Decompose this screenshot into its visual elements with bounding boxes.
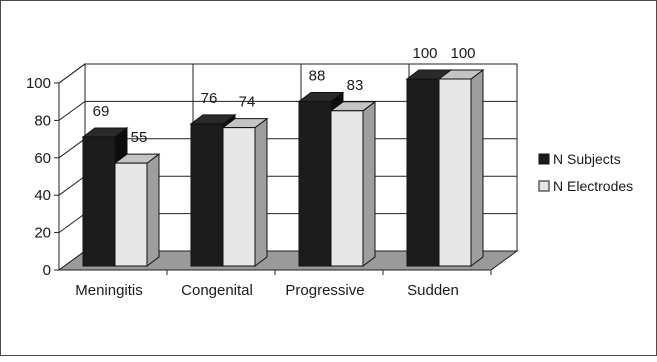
y-tick-label: 40 — [34, 187, 51, 204]
x-tick-label: Sudden — [407, 282, 459, 299]
gridline — [58, 63, 517, 84]
bar — [114, 162, 148, 267]
bar — [222, 127, 256, 267]
data-labels: 69 55 76 74 88 83 100 100 — [93, 45, 476, 146]
x-tick-label: Meningitis — [75, 282, 143, 299]
data-label: 88 — [309, 67, 326, 84]
bar-side — [146, 153, 160, 267]
bar-side — [362, 100, 376, 267]
bar — [406, 78, 440, 267]
legend-swatch — [538, 153, 550, 165]
y-tick-label: 60 — [34, 150, 51, 167]
legend: N Subjects N Electrodes — [538, 151, 633, 194]
y-tick-label: 0 — [43, 262, 51, 279]
data-label: 55 — [131, 129, 148, 146]
x-tick-label: Congenital — [181, 282, 253, 299]
y-tick-label: 100 — [26, 75, 51, 92]
data-label: 74 — [239, 94, 256, 111]
bar — [82, 136, 116, 267]
data-label: 76 — [201, 90, 218, 107]
bar — [298, 100, 332, 267]
side-wall — [58, 63, 86, 271]
y-tick-label: 80 — [34, 112, 51, 129]
data-label: 69 — [93, 103, 110, 120]
bar-side — [254, 117, 268, 267]
y-axis: 0 20 40 60 80 100 — [26, 75, 60, 279]
chart-floor — [57, 250, 519, 271]
x-axis: Meningitis Congenital Progressive Sudden — [75, 270, 492, 299]
bar — [190, 123, 224, 267]
bar-side — [470, 69, 484, 267]
data-label: 83 — [347, 77, 364, 94]
data-label: 100 — [412, 45, 437, 62]
floor-plane — [57, 250, 519, 271]
bar — [438, 78, 472, 267]
bar — [330, 110, 364, 267]
legend-label: N Subjects — [553, 151, 621, 167]
data-label: 100 — [450, 45, 475, 62]
bars — [81, 69, 485, 267]
legend-swatch — [538, 180, 550, 192]
legend-label: N Electrodes — [553, 178, 633, 194]
y-tick-label: 20 — [34, 225, 51, 242]
x-tick-label: Progressive — [285, 282, 364, 299]
